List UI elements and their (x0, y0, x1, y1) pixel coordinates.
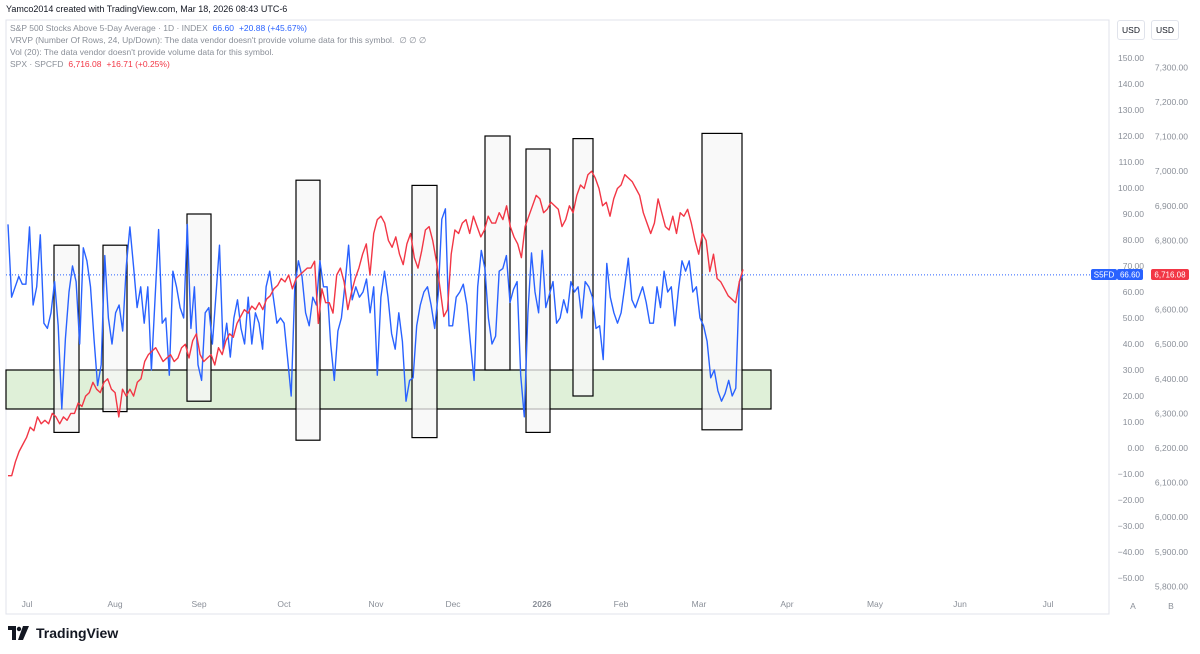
legend-vol-name: Vol (20): The data vendor doesn't provid… (10, 47, 274, 57)
left-scale-currency-button[interactable]: USD (1117, 20, 1145, 40)
right-axis-tick-label: 6,800.00 (1155, 235, 1188, 245)
highlight-box (411, 184, 438, 439)
left-axis-tick-label: 100.00 (1118, 183, 1144, 193)
right-axis-tick-label: 6,200.00 (1155, 443, 1188, 453)
highlight-box (295, 179, 321, 441)
left-axis-tick-label: 110.00 (1119, 157, 1145, 167)
tradingview-logo-text: TradingView (36, 625, 119, 641)
legend-vrvp-values: ∅ ∅ ∅ (399, 35, 427, 45)
left-axis-tick-label: −40.00 (1118, 547, 1145, 557)
right-axis-tick-label: 7,300.00 (1155, 62, 1188, 72)
legend-vrvp-name: VRVP (Number Of Rows, 24, Up/Down): The … (10, 35, 395, 45)
legend-row-vrvp[interactable]: VRVP (Number Of Rows, 24, Up/Down): The … (10, 34, 431, 46)
right-scale-currency-button[interactable]: USD (1151, 20, 1179, 40)
left-axis-tick-label: −10.00 (1118, 469, 1145, 479)
legend-row-s5fd[interactable]: S&P 500 Stocks Above 5-Day Average · 1D … (10, 22, 431, 34)
time-axis-tick-label: Aug (107, 599, 122, 609)
highlight-box (701, 132, 743, 431)
time-axis-tick-label: Oct (277, 599, 291, 609)
left-axis-tick-label: 120.00 (1118, 131, 1144, 141)
left-price-axis[interactable]: 150.00 140.00 130.00 120.00 110.00 100.00 90.0… (1118, 53, 1145, 583)
time-axis-tick-label: Sep (191, 599, 206, 609)
spx-value-badge: 6,716.08 (1154, 271, 1186, 280)
time-axis-tick-label: Jul (22, 599, 33, 609)
box-layer (53, 132, 743, 441)
time-axis-tick-label: May (867, 599, 884, 609)
left-axis-tick-label: 70.00 (1123, 261, 1145, 271)
auto-scale-button[interactable]: A (1130, 601, 1136, 611)
left-axis-tick-label: 130.00 (1118, 105, 1144, 115)
legend-s5fd-name: S&P 500 Stocks Above 5-Day Average · 1D … (10, 23, 208, 33)
right-axis-tick-label: 6,300.00 (1155, 408, 1188, 418)
left-axis-tick-label: 40.00 (1123, 339, 1145, 349)
right-axis-tick-label: 6,000.00 (1155, 512, 1188, 522)
tradingview-logo[interactable]: TradingView (8, 625, 118, 641)
time-axis[interactable]: Jul Aug Sep Oct Nov Dec 2026 Feb Mar Apr May Jun Jul (22, 599, 1054, 609)
left-axis-tick-label: −30.00 (1118, 521, 1145, 531)
price-badges: S5FD 66.60 6,716.08 (1091, 269, 1189, 280)
legend-spx-value: 6,716.08 (68, 59, 102, 69)
time-axis-tick-label: Nov (368, 599, 384, 609)
legend: S&P 500 Stocks Above 5-Day Average · 1D … (10, 22, 431, 70)
time-axis-tick-label: 2026 (533, 599, 552, 609)
author-line: Yamco2014 created with TradingView.com, … (6, 4, 288, 14)
left-axis-tick-label: 50.00 (1123, 313, 1145, 323)
s5fd-value-badge: 66.60 (1120, 271, 1141, 280)
time-axis-tick-label: Feb (614, 599, 629, 609)
right-axis-tick-label: 5,800.00 (1155, 581, 1188, 591)
time-axis-tick-label: Jun (953, 599, 967, 609)
left-axis-tick-label: 20.00 (1123, 391, 1145, 401)
time-axis-tick-label: Dec (445, 599, 461, 609)
left-axis-tick-label: 10.00 (1123, 417, 1145, 427)
right-axis-tick-label: 7,200.00 (1155, 97, 1188, 107)
s5fd-label-badge: S5FD (1094, 271, 1115, 280)
legend-s5fd-value: 66.60 (212, 23, 234, 33)
zone-layer (5, 369, 772, 410)
scale-mode-buttons: A B (1130, 601, 1174, 611)
left-axis-tick-label: 60.00 (1123, 287, 1145, 297)
tradingview-logo-icon (8, 626, 29, 640)
right-axis-tick-label: 6,400.00 (1155, 374, 1188, 384)
right-axis-tick-label: 6,500.00 (1155, 339, 1188, 349)
time-axis-tick-label: Mar (692, 599, 707, 609)
left-axis-tick-label: −50.00 (1118, 573, 1145, 583)
right-axis-tick-label: 7,000.00 (1155, 166, 1188, 176)
left-axis-tick-label: 30.00 (1123, 365, 1145, 375)
left-axis-tick-label: −20.00 (1118, 495, 1145, 505)
right-axis-tick-label: 5,900.00 (1155, 547, 1188, 557)
right-price-axis[interactable]: 7,300.00 7,200.00 7,100.00 7,000.00 6,900.00… (1155, 62, 1188, 591)
legend-row-spx[interactable]: SPX · SPCFD 6,716.08 +16.71 (+0.25%) (10, 58, 431, 70)
plot-frame (5, 19, 1110, 615)
s5fd-line (7, 208, 744, 418)
b-scale-button[interactable]: B (1168, 601, 1174, 611)
right-axis-tick-label: 6,900.00 (1155, 201, 1188, 211)
s5fd-label-badge-bg (1091, 269, 1117, 280)
left-axis-tick-label: 0.00 (1127, 443, 1144, 453)
spx-value-badge-bg (1151, 269, 1189, 280)
time-axis-tick-label: Apr (780, 599, 793, 609)
legend-s5fd-change: +20.88 (+45.67%) (238, 23, 307, 33)
highlight-box (572, 138, 594, 397)
left-axis-tick-label: 80.00 (1123, 235, 1145, 245)
left-axis-tick-label: 90.00 (1123, 209, 1145, 219)
legend-spx-change: +16.71 (+0.25%) (106, 59, 170, 69)
s5fd-value-badge-bg (1117, 269, 1143, 280)
highlight-box (53, 244, 80, 433)
right-axis-tick-label: 6,100.00 (1155, 478, 1188, 488)
right-axis-tick-label: 7,100.00 (1155, 132, 1188, 142)
left-axis-tick-label: 150.00 (1118, 53, 1144, 63)
spx-line (8, 170, 744, 477)
time-axis-tick-label: Jul (1043, 599, 1054, 609)
right-axis-tick-label: 6,600.00 (1155, 305, 1188, 315)
support-zone (5, 369, 772, 410)
left-axis-tick-label: 140.00 (1118, 79, 1144, 89)
legend-spx-name: SPX · SPCFD (10, 59, 64, 69)
legend-row-vol[interactable]: Vol (20): The data vendor doesn't provid… (10, 46, 431, 58)
series-layer (7, 170, 744, 477)
highlight-box (484, 135, 511, 371)
